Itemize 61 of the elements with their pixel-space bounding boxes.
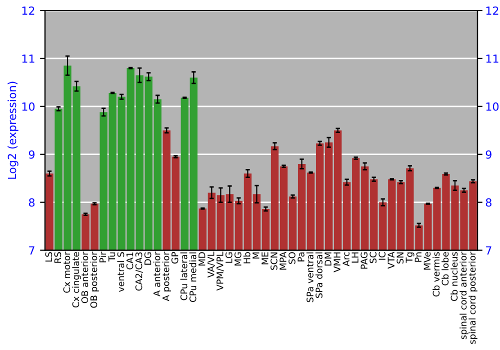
x-tick-label: A posterior (162, 252, 172, 302)
x-tick-label: DM (324, 252, 332, 266)
x-tick-label: VTA (388, 252, 394, 269)
x-tick-label: IC (378, 252, 386, 260)
x-tick-label: CPu medial (189, 252, 196, 302)
x-tick-label: Cb nucleus (450, 252, 458, 301)
x-tick-label: Pn (414, 252, 422, 262)
y-axis-title: Log2 (expression) (8, 82, 18, 179)
x-tick-label: LS (45, 252, 52, 262)
x-tick-label: Cx cingulate (72, 252, 81, 308)
x-tick-label: Cx motor (63, 252, 70, 293)
x-tick-label: CA1 (126, 252, 134, 270)
x-tick-label: VMH (334, 252, 340, 272)
x-tick-label: SC (370, 252, 376, 264)
y2-tick-label: 7 (486, 246, 492, 254)
x-tick-label: MVe (424, 252, 431, 270)
y-tick-label: 9 (28, 150, 34, 159)
y2-tick-label: 12 (486, 6, 498, 15)
x-tick-label: OB anterior (81, 252, 88, 304)
x-tick-label: MPA (280, 252, 286, 270)
x-tick-label: GP (171, 252, 178, 264)
x-tick-label: VA/VL (208, 252, 216, 278)
x-tick-label: OB posterior (90, 252, 99, 308)
x-tick-label: Tu (108, 252, 116, 262)
x-tick-label: spinal cord anterior (460, 252, 468, 340)
y-tick-label: 7 (29, 246, 34, 254)
x-tick-label: SO (288, 252, 296, 264)
x-tick-label: spinal cord posterior (468, 252, 478, 344)
x-tick-label: Tg (406, 252, 414, 263)
x-tick-label: MG (234, 252, 242, 266)
y-tick-label: 8 (28, 198, 35, 207)
y2-tick-label: 11 (486, 54, 498, 63)
y-tick-label: 10 (22, 102, 35, 111)
y2-tick-label: 8 (486, 198, 492, 207)
x-tick-label: SPa ventral (306, 252, 314, 302)
x-tick-label: Hb (243, 252, 250, 264)
x-tick-label: Cb lobe (442, 252, 449, 286)
y-tick-label: 11 (22, 54, 34, 63)
x-tick-label: Pir (99, 252, 106, 262)
x-tick-label: PAG (360, 252, 368, 269)
x-tick-label: DG (144, 252, 152, 265)
x-tick-label: SN (396, 252, 404, 264)
y-tick-label: 12 (22, 6, 34, 15)
x-tick-label: LG (226, 252, 232, 263)
x-tick-label: M (252, 252, 260, 259)
x-tick-label: Arc (342, 252, 350, 266)
x-tick-label: ventral S (117, 252, 124, 292)
x-tick-label: VPM/VPL (216, 252, 224, 291)
x-tick-label: CA2/CA3 (135, 252, 143, 291)
x-tick-label: MD (198, 252, 206, 266)
x-tick-label: ME (262, 252, 268, 264)
x-tick-label: Pa (298, 252, 304, 262)
x-tick-label: SCN (270, 252, 278, 270)
x-tick-label: SPa dorsal (315, 252, 322, 298)
x-tick-label: Cb vermis (432, 252, 440, 296)
y2-tick-label: 10 (486, 102, 499, 111)
x-tick-label: A anterior (153, 252, 160, 296)
x-tick-label: LH (352, 252, 358, 263)
y2-tick-label: 9 (486, 150, 492, 159)
x-tick-label: RS (54, 252, 62, 263)
x-tick-label: CPu lateral (180, 252, 188, 300)
